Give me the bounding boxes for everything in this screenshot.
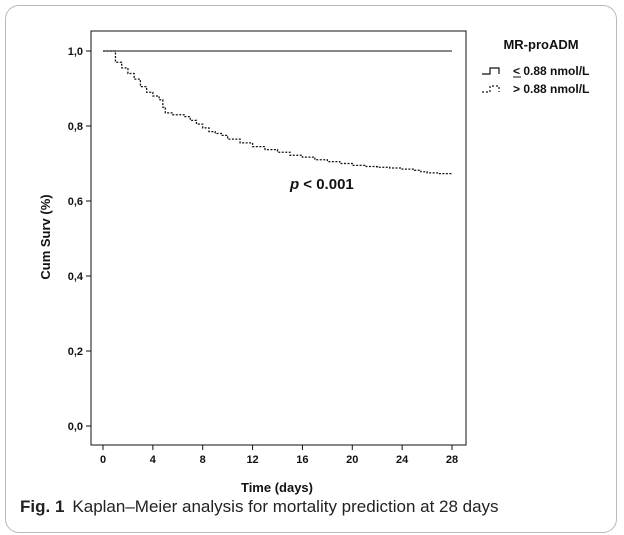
x-tick-label: 4 bbox=[150, 454, 157, 466]
y-tick-label: 0,2 bbox=[68, 346, 83, 358]
x-tick-label: 28 bbox=[446, 454, 458, 466]
p-threshold: < 0.001 bbox=[299, 176, 354, 193]
x-tick-label: 0 bbox=[100, 454, 106, 466]
x-tick-label: 20 bbox=[346, 454, 358, 466]
y-tick-label: 0,0 bbox=[68, 421, 83, 433]
legend-title: MR-proADM bbox=[503, 37, 578, 52]
legend-item-high: > 0.88 nmol/L bbox=[513, 82, 589, 96]
figure-caption: Fig. 1 Kaplan–Meier analysis for mortalit… bbox=[20, 497, 499, 517]
y-tick-label: 0,8 bbox=[68, 121, 83, 133]
p-symbol: p bbox=[289, 176, 299, 193]
y-axis-label: Cum Surv (%) bbox=[38, 194, 53, 279]
plot-border bbox=[90, 30, 467, 446]
y-tick-label: 0,4 bbox=[68, 271, 84, 283]
survival-curves bbox=[103, 50, 452, 175]
survival-curve-high bbox=[103, 50, 452, 175]
y-tick-label: 0,6 bbox=[68, 196, 83, 208]
legend-solid-step-icon bbox=[482, 67, 500, 75]
axes bbox=[90, 30, 467, 446]
figure-caption-text: Kaplan–Meier analysis for mortality pred… bbox=[72, 497, 499, 516]
figure-number: Fig. 1 bbox=[20, 497, 65, 516]
axis-ticks: 0 4 8 12 16 20 24 28 0,0 0,2 0,4 0,6 0,8 1,0 bbox=[68, 46, 458, 466]
x-tick-label: 12 bbox=[246, 454, 258, 466]
x-axis-label: Time (days) bbox=[241, 480, 313, 495]
x-tick-label: 8 bbox=[200, 454, 206, 466]
p-value-annotation: p < 0.001 bbox=[289, 176, 354, 193]
y-tick-label: 1,0 bbox=[68, 46, 83, 58]
x-tick-label: 16 bbox=[296, 454, 308, 466]
legend-dashed-step-icon bbox=[482, 85, 500, 93]
x-tick-label: 24 bbox=[396, 454, 409, 466]
legend: MR-proADM < 0.88 nmol/L > 0.88 nmol/L bbox=[482, 37, 589, 96]
legend-item-low: < 0.88 nmol/L bbox=[513, 64, 589, 78]
